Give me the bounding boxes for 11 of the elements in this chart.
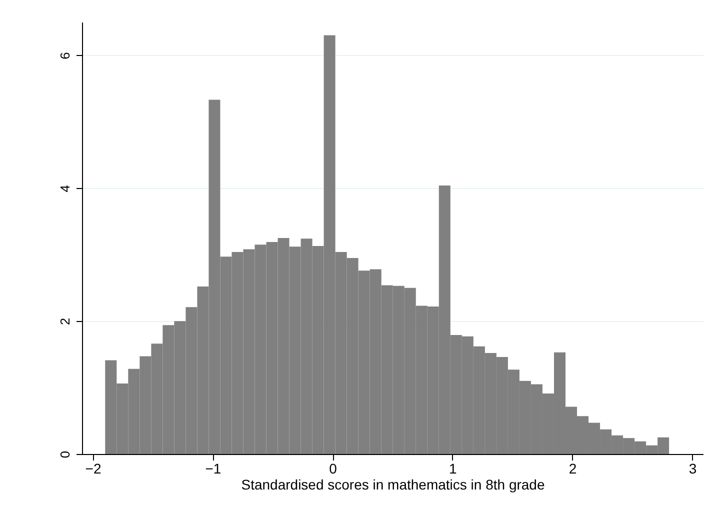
x-tick-label: −2 [85, 460, 102, 476]
x-tick-label: 2 [568, 460, 577, 476]
y-tick-label: 0 [58, 450, 72, 458]
x-tick-label: 1 [449, 460, 458, 476]
y-tick-label: 2 [58, 318, 72, 326]
y-tick-label: 6 [58, 52, 72, 60]
x-axis-title: Standardised scores in mathematics in 8th grade [241, 476, 545, 492]
x-tick-label: 0 [329, 460, 338, 476]
y-tick-label: 4 [58, 185, 72, 192]
x-tick-label: −1 [205, 460, 222, 476]
x-tick-label: 3 [688, 460, 697, 476]
